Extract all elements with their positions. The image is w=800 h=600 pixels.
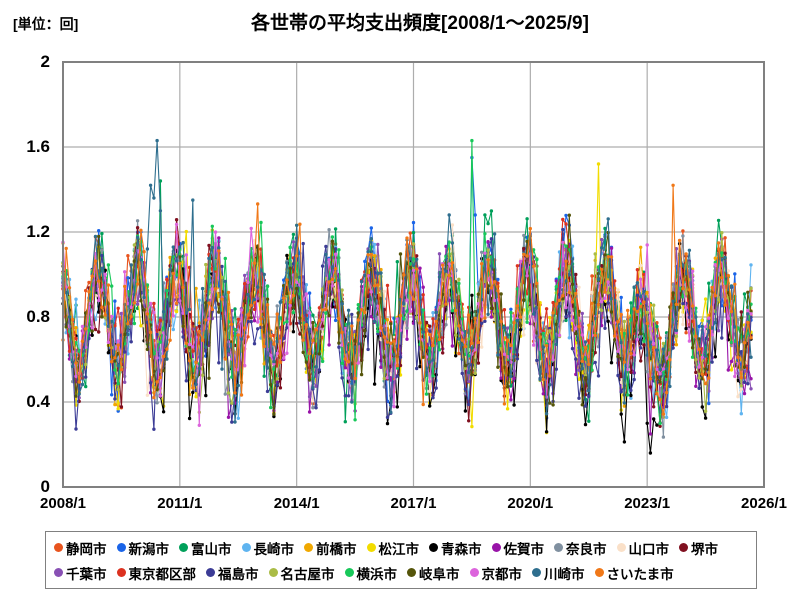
legend-item: 堺市: [679, 536, 718, 560]
series-markers: [61, 219, 753, 439]
legend-dot-icon: [54, 568, 63, 577]
legend-label: 静岡市: [66, 541, 107, 557]
legend-dot-icon: [616, 543, 626, 552]
legend-label: 奈良市: [566, 541, 607, 557]
legend-label: 福島市: [218, 566, 259, 582]
series-17: [61, 222, 753, 427]
legend-dot-icon: [206, 568, 215, 577]
legend-item: 前橋市: [304, 536, 357, 560]
x-tick-label: 2026/1: [741, 495, 787, 512]
chart-title: 各世帯の平均支出頻度[2008/1～2025/9]: [251, 13, 589, 34]
legend-label: 岐阜市: [419, 566, 460, 582]
legend-dot-icon: [344, 568, 354, 577]
y-tick-label: 0.4: [26, 392, 50, 411]
y-tick-label: 1.6: [26, 137, 50, 156]
legend-item: 新潟市: [116, 536, 170, 560]
legend-label: 川崎市: [544, 566, 585, 582]
x-tick-label: 2023/1: [624, 495, 671, 512]
legend-dot-icon: [116, 568, 126, 577]
chart-legend: 静岡市 新潟市 富山市 長崎市 前橋市 松江市 青森市 佐賀市 奈良市 山口市 堺市千葉市 東京都区部…: [45, 531, 757, 589]
legend-item: 静岡市: [54, 536, 107, 560]
legend-item: 奈良市: [554, 536, 607, 560]
legend-item: 名古屋市: [268, 561, 335, 585]
line-chart-plot: [61, 61, 765, 488]
legend-dot-icon: [268, 568, 278, 577]
series-markers: [61, 217, 753, 386]
legend-dot-icon: [366, 543, 376, 552]
legend-label: 堺市: [691, 541, 718, 557]
legend-label: 山口市: [628, 541, 670, 557]
legend-dot-icon: [241, 543, 251, 552]
legend-item: 佐賀市: [491, 536, 545, 560]
legend-item: 福島市: [206, 561, 259, 585]
legend-item: 岐阜市: [407, 561, 460, 585]
x-tick-label: 2020/1: [507, 495, 554, 512]
legend-label: 東京都区部: [128, 566, 197, 582]
legend-item: 千葉市: [54, 561, 107, 585]
x-tick-label: 2017/1: [390, 495, 437, 512]
x-tick-label: 2008/1: [40, 495, 86, 512]
legend-label: 横浜市: [356, 566, 398, 582]
legend-item: 横浜市: [344, 561, 398, 585]
legend-dot-icon: [679, 543, 688, 552]
legend-label: 富山市: [191, 541, 232, 557]
x-tick-label: 2014/1: [273, 495, 320, 512]
legend-item: 松江市: [366, 536, 420, 560]
y-tick-label: 2: [40, 52, 50, 71]
legend-dot-icon: [179, 543, 188, 552]
legend-dot-icon: [304, 543, 313, 552]
legend-label: 長崎市: [253, 541, 295, 557]
unit-label: [単位：回]: [13, 16, 79, 32]
legend-dot-icon: [407, 568, 416, 577]
y-tick-label: 1.2: [26, 222, 50, 241]
legend-dot-icon: [429, 543, 438, 552]
legend-label: 前橋市: [316, 541, 357, 557]
legend-item: 富山市: [179, 536, 232, 560]
legend-label: 青森市: [441, 541, 482, 557]
legend-item: 東京都区部: [116, 561, 197, 585]
legend-label: さいたま市: [606, 566, 674, 582]
legend-label: 松江市: [378, 541, 420, 557]
y-tick-label: 0.8: [26, 307, 50, 326]
legend-dot-icon: [532, 568, 541, 577]
legend-label: 京都市: [481, 566, 523, 582]
legend-item: さいたま市: [594, 561, 674, 585]
legend-dot-icon: [116, 543, 126, 552]
legend-dot-icon: [594, 568, 604, 577]
legend-dot-icon: [554, 543, 563, 552]
legend-label: 新潟市: [128, 541, 170, 557]
legend-label: 名古屋市: [280, 566, 335, 582]
legend-item: 京都市: [469, 561, 523, 585]
legend-item: 青森市: [429, 536, 482, 560]
legend-label: 千葉市: [66, 566, 107, 582]
legend-dot-icon: [469, 568, 479, 577]
series-markers: [61, 228, 753, 419]
legend-label: 佐賀市: [503, 541, 545, 557]
x-tick-label: 2011/1: [157, 495, 203, 512]
legend-dot-icon: [54, 543, 63, 552]
legend-item: 川崎市: [532, 561, 585, 585]
series-19: [61, 183, 753, 416]
y-tick-label: 0: [40, 477, 50, 496]
legend-dot-icon: [491, 543, 501, 552]
series-group: [61, 138, 753, 455]
legend-item: 山口市: [616, 536, 670, 560]
legend-item: 長崎市: [241, 536, 295, 560]
plot-border: [62, 61, 765, 488]
